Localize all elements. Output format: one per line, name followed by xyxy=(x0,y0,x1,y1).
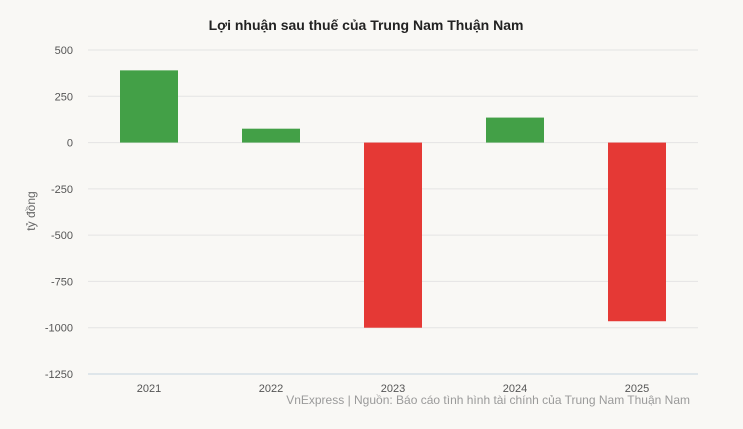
y-tick-label: 0 xyxy=(67,138,73,150)
x-tick-label: 2021 xyxy=(137,383,161,395)
y-axis-ticks: 500 250 0 -250 -500 -750 -1000 -1250 xyxy=(45,45,73,381)
bar-2025[interactable] xyxy=(608,142,666,322)
source-note: VnExpress | Nguồn: Báo cáo tình hình tài… xyxy=(286,393,690,407)
bar-2023[interactable] xyxy=(364,142,422,328)
x-tick-label: 2025 xyxy=(625,383,649,395)
y-axis-label: tỷ đồng xyxy=(24,191,38,230)
y-tick-label: 500 xyxy=(55,45,73,57)
x-axis-ticks: 2021 2022 2023 2024 2025 xyxy=(137,383,649,395)
y-tick-label: -1250 xyxy=(45,369,73,381)
y-tick-label: -1000 xyxy=(45,323,73,335)
chart-title: Lợi nhuận sau thuế của Trung Nam Thuận N… xyxy=(209,17,524,33)
bars xyxy=(120,70,666,328)
y-tick-label: -250 xyxy=(51,184,73,196)
bar-2024[interactable] xyxy=(486,117,544,143)
x-tick-label: 2023 xyxy=(381,383,405,395)
y-tick-label: -500 xyxy=(51,230,73,242)
bar-2022[interactable] xyxy=(242,128,300,143)
y-tick-label: -750 xyxy=(51,276,73,288)
x-tick-label: 2022 xyxy=(259,383,283,395)
y-tick-label: 250 xyxy=(55,91,73,103)
bar-2021[interactable] xyxy=(120,70,178,143)
x-tick-label: 2024 xyxy=(503,383,527,395)
